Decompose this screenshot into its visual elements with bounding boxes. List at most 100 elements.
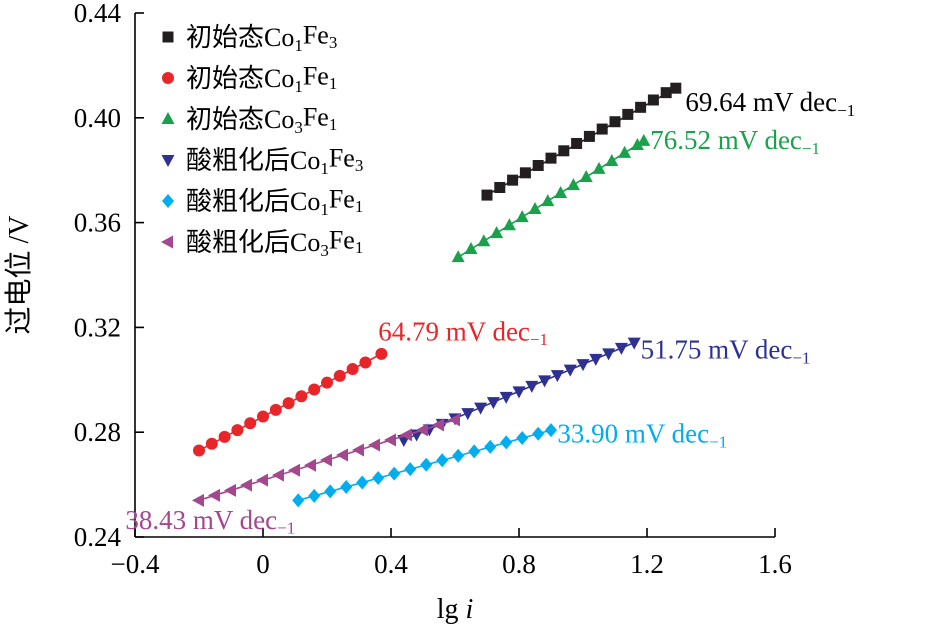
data-point (630, 138, 644, 151)
data-point (637, 133, 651, 146)
data-point (244, 417, 257, 430)
data-point (528, 201, 542, 214)
data-point (474, 402, 488, 415)
x-tick-label: 1.6 (758, 549, 792, 579)
slope-label: 69.64 mV dec−1 (685, 87, 855, 120)
data-point (432, 418, 444, 432)
data-point (502, 218, 516, 231)
data-point (205, 437, 218, 450)
data-point (452, 448, 465, 463)
data-point (519, 167, 531, 179)
data-point (257, 410, 269, 423)
x-tick-label: 1.2 (630, 549, 664, 579)
plot-area (192, 82, 682, 508)
data-point (525, 380, 539, 393)
data-point (292, 493, 305, 508)
slope-label: 38.43 mV dec−1 (125, 505, 295, 538)
data-point (320, 453, 332, 467)
data-point (635, 101, 647, 113)
slope-label: 64.79 mV dec−1 (378, 316, 548, 349)
data-point (545, 152, 557, 164)
data-point (490, 226, 504, 239)
data-point (622, 108, 634, 120)
data-point (192, 493, 204, 507)
data-point (308, 383, 321, 396)
data-point (477, 234, 491, 247)
data-point (670, 82, 682, 94)
data-point (321, 376, 333, 389)
legend-marker (161, 235, 173, 249)
x-tick-label: −0.4 (111, 549, 160, 579)
legend-marker (162, 72, 174, 84)
legend-marker (162, 31, 174, 43)
data-point (356, 475, 369, 490)
data-point (282, 397, 295, 410)
x-tick-label: 0 (256, 549, 270, 579)
data-point (256, 473, 268, 487)
data-point (515, 210, 529, 223)
data-point (340, 479, 353, 494)
legend-marker (161, 112, 175, 124)
y-axis-title: 过电位 /V (3, 215, 35, 334)
data-point (484, 439, 497, 454)
data-point (583, 130, 595, 142)
data-point (193, 444, 205, 457)
data-point (336, 448, 348, 462)
y-tick-label: 0.40 (74, 103, 121, 133)
data-point (295, 390, 308, 403)
data-point (538, 375, 552, 388)
x-tick-label: 0.4 (374, 549, 408, 579)
data-point (416, 423, 428, 437)
data-point (499, 391, 513, 404)
data-point (461, 408, 475, 421)
data-point (388, 466, 401, 481)
legend-label: 初始态Co3Fe1 (186, 102, 337, 136)
slope-label: 33.90 mV dec−1 (557, 419, 727, 452)
data-point (448, 413, 460, 427)
data-point (231, 424, 244, 437)
data-point (596, 123, 608, 135)
y-tick-label: 0.32 (74, 312, 121, 342)
data-point (647, 94, 659, 106)
data-point (486, 397, 500, 410)
data-point (308, 488, 321, 503)
x-axis-title: lg i (437, 594, 474, 625)
data-point (368, 438, 380, 452)
data-point (550, 370, 564, 383)
legend-label: 酸粗化后Co1Fe1 (186, 184, 363, 218)
series-2 (193, 347, 388, 457)
slope-label: 51.75 mV dec−1 (641, 335, 811, 368)
data-point (372, 471, 385, 486)
axes: 0.24 0.28 0.32 0.36 0.40 0.44 −0.4 0 0.4 0.8 1.2 1.… (74, 0, 792, 579)
data-point (468, 444, 481, 459)
data-point (579, 170, 593, 183)
data-point (208, 488, 220, 502)
legend-label: 初始态Co1Fe3 (186, 20, 337, 54)
data-point (375, 347, 388, 360)
x-tick-label: 0.8 (502, 549, 536, 579)
data-point (627, 337, 641, 350)
data-point (592, 161, 606, 174)
data-point (618, 145, 632, 158)
data-point (541, 194, 555, 207)
y-tick-label: 0.24 (74, 522, 122, 552)
data-point (224, 483, 236, 497)
data-point (576, 359, 590, 372)
data-point (545, 423, 557, 438)
y-tick-label: 0.28 (74, 417, 121, 447)
data-point (359, 356, 372, 369)
data-point (269, 403, 282, 416)
data-point (384, 433, 396, 447)
series-6 (192, 413, 460, 507)
data-point (436, 453, 449, 468)
legend-label: 酸粗化后Co3Fe1 (186, 225, 363, 259)
data-point (304, 458, 316, 472)
data-point (507, 174, 519, 186)
data-point (400, 428, 412, 442)
data-point (589, 353, 603, 366)
slope-label: 76.52 mV dec−1 (650, 125, 820, 158)
data-point (464, 242, 478, 255)
y-tick-label: 0.44 (74, 0, 122, 28)
y-tick-label: 0.36 (74, 208, 121, 238)
